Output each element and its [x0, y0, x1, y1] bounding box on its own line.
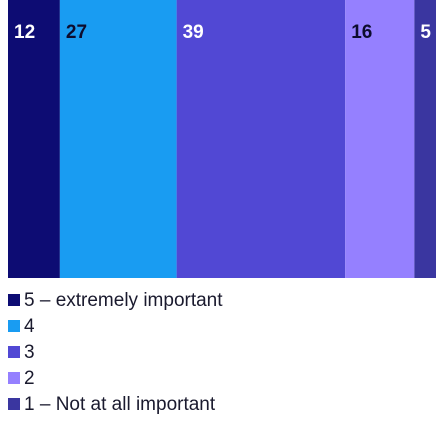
legend-item-1: 1 – Not at all important — [8, 391, 223, 417]
data-label-5: 12 — [14, 22, 35, 43]
chart-legend: 5 – extremely important 4 3 2 1 – Not at all… — [8, 287, 223, 417]
legend-item-5: 5 – extremely important — [8, 287, 223, 313]
stacked-bar-chart: 12 27 39 16 5 — [8, 0, 436, 278]
legend-label: 4 — [24, 315, 35, 337]
legend-label: 1 – Not at all important — [24, 393, 216, 415]
bar-segment-3 — [176, 0, 346, 278]
legend-label: 2 — [24, 367, 35, 389]
bar-segment-5 — [8, 0, 60, 278]
legend-swatch — [8, 294, 20, 306]
data-label-4: 27 — [66, 22, 87, 43]
data-label-2: 16 — [351, 22, 372, 43]
data-label-3: 39 — [183, 22, 204, 43]
legend-item-4: 4 — [8, 313, 223, 339]
bar-segment-4 — [59, 0, 177, 278]
legend-swatch — [8, 372, 20, 384]
bar-segment-1 — [414, 0, 436, 278]
legend-swatch — [8, 346, 20, 358]
data-label-1: 5 — [420, 22, 431, 43]
legend-item-2: 2 — [8, 365, 223, 391]
legend-label: 3 — [24, 341, 35, 363]
legend-swatch — [8, 398, 20, 410]
legend-label: 5 – extremely important — [24, 289, 223, 311]
legend-item-3: 3 — [8, 339, 223, 365]
legend-swatch — [8, 320, 20, 332]
bar-segment-2 — [345, 0, 415, 278]
